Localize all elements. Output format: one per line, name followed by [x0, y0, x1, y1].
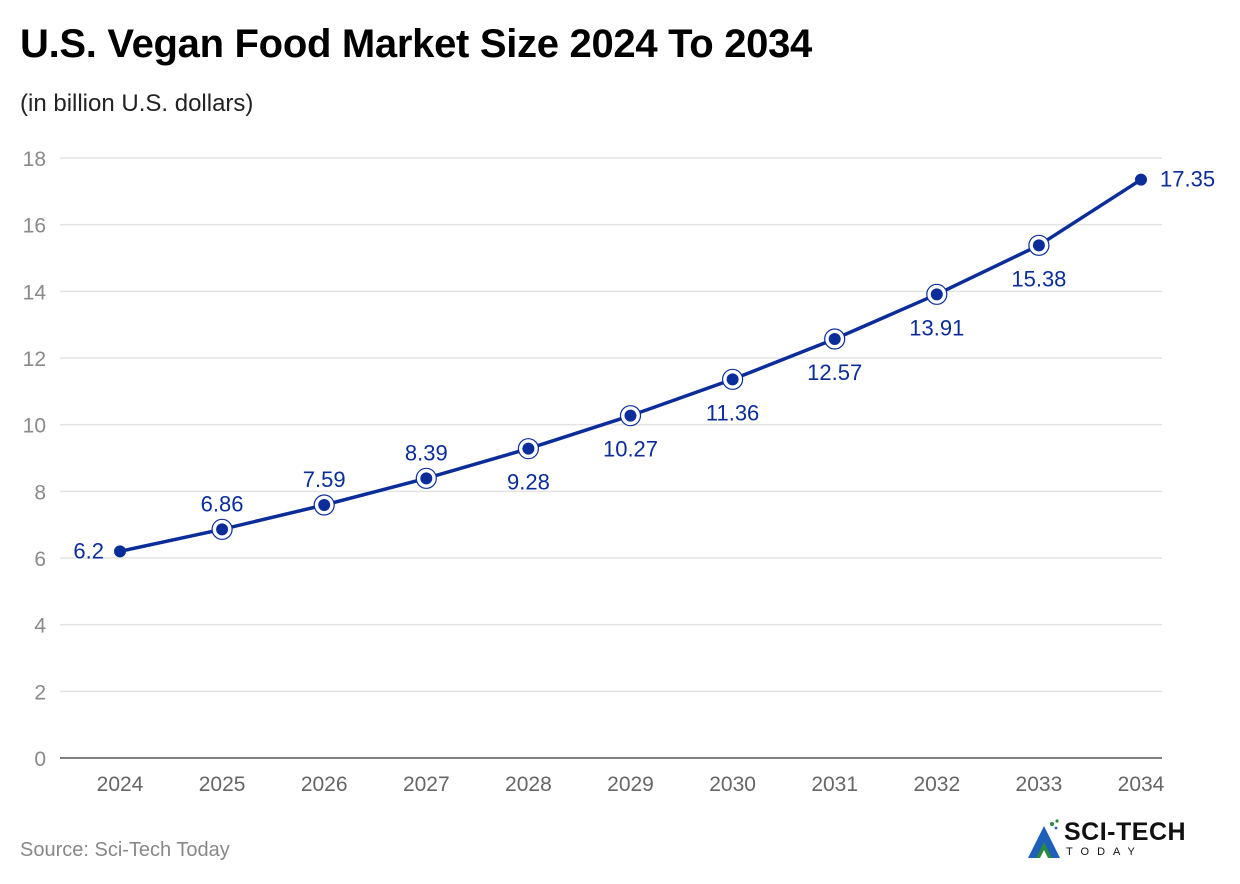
chart-subtitle: (in billion U.S. dollars): [20, 90, 254, 117]
data-point: [522, 442, 535, 455]
y-tick-label: 14: [23, 281, 47, 304]
data-label: 11.36: [706, 400, 759, 425]
y-tick-label: 0: [34, 748, 46, 771]
x-tick-label: 2030: [709, 773, 756, 796]
data-label: 6.86: [201, 491, 244, 516]
y-tick-label: 18: [23, 148, 46, 171]
x-tick-label: 2025: [199, 773, 246, 796]
y-tick-label: 2: [34, 681, 46, 704]
logo-mountain-icon: [1028, 819, 1060, 858]
data-label: 12.57: [807, 360, 862, 385]
data-point: [726, 373, 739, 386]
x-tick-label: 2032: [913, 773, 960, 796]
y-tick-label: 10: [23, 415, 46, 438]
y-tick-label: 6: [34, 548, 46, 571]
y-tick-label: 8: [34, 481, 46, 504]
x-tick-label: 2028: [505, 773, 552, 796]
sci-tech-logo[interactable]: SCI-TECH TODAY: [1026, 816, 1206, 862]
data-label: 10.27: [603, 437, 658, 462]
x-tick-label: 2027: [403, 773, 450, 796]
x-tick-label: 2026: [301, 773, 348, 796]
data-point: [930, 288, 943, 301]
y-tick-label: 16: [23, 215, 46, 238]
data-label: 17.35: [1160, 167, 1215, 192]
data-label: 13.91: [909, 315, 964, 340]
source-note: Source: Sci-Tech Today: [20, 839, 230, 861]
y-tick-label: 12: [23, 348, 46, 371]
x-tick-label: 2024: [97, 773, 144, 796]
data-label: 9.28: [507, 470, 550, 495]
x-tick-label: 2034: [1118, 773, 1165, 796]
data-label: 15.38: [1011, 266, 1066, 291]
y-tick-label: 4: [34, 615, 46, 638]
x-tick-label: 2033: [1016, 773, 1063, 796]
data-point: [828, 333, 841, 345]
data-label: 7.59: [303, 467, 346, 492]
data-point: [216, 523, 229, 536]
data-point: [1032, 239, 1045, 252]
chart-title: U.S. Vegan Food Market Size 2024 To 2034: [20, 22, 813, 66]
data-point: [114, 545, 126, 558]
x-tick-label: 2029: [607, 773, 654, 796]
x-tick-label: 2031: [811, 773, 858, 796]
series-line: [118, 177, 1143, 554]
data-point: [318, 499, 331, 511]
logo-brand-tagline: TODAY: [1066, 846, 1143, 858]
data-point: [1135, 173, 1147, 186]
data-label: 8.39: [405, 440, 448, 465]
data-point: [420, 472, 433, 485]
data-point: [624, 409, 637, 422]
logo-brand-name: SCI-TECH: [1064, 818, 1187, 846]
data-label: 6.2: [73, 538, 104, 563]
